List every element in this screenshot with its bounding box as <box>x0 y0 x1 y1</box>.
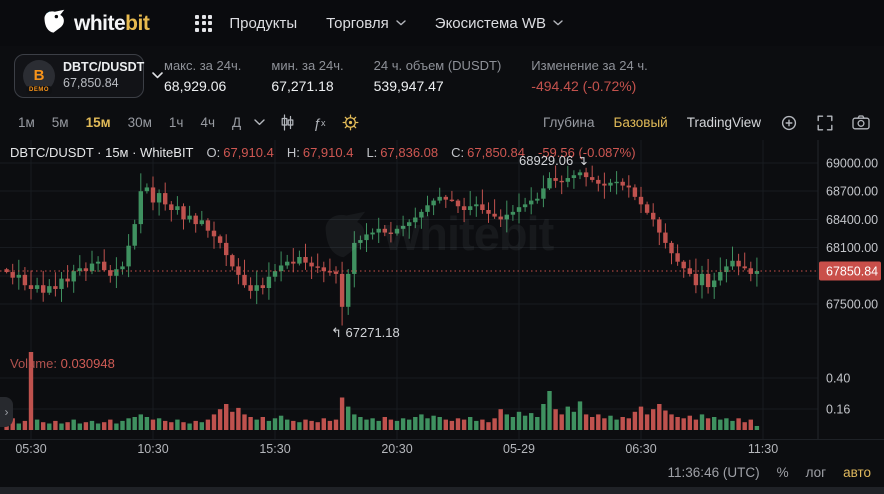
stat-label: мин. за 24ч. <box>271 57 344 73</box>
timeframe-switcher: 1м 5м 15м 30м 1ч 4ч Д <box>14 113 265 132</box>
chevron-down-icon <box>396 20 406 26</box>
chart-settings-gear-icon[interactable] <box>342 114 359 131</box>
high-price-annotation: 68929.06 ↴ <box>519 153 588 168</box>
timeframe-5m[interactable]: 5м <box>51 115 69 130</box>
fullscreen-expand-icon[interactable] <box>817 115 833 131</box>
chart-mode-switcher: Глубина Базовый TradingView <box>543 114 870 132</box>
svg-text:69000.00: 69000.00 <box>826 157 878 171</box>
stat-24h-change: Изменение за 24 ч. -494.42 (-0.72%) <box>531 58 647 94</box>
timeframe-30m[interactable]: 30м <box>127 115 152 130</box>
time-axis-label: 05-29 <box>503 442 535 456</box>
mode-basic[interactable]: Базовый <box>613 115 668 130</box>
legend-title: DBTC/DUSDT · 15м · WhiteBIT <box>10 145 194 160</box>
screenshot-camera-icon[interactable] <box>852 115 870 130</box>
auto-scale-button[interactable]: авто <box>843 464 871 480</box>
expand-panel-chevron-button[interactable]: › <box>0 397 13 427</box>
chevron-right-icon: › <box>4 405 9 419</box>
pair-price: 67,850.84 <box>63 75 119 90</box>
pair-info: DBTC/DUSDT 67,850.84 <box>63 60 144 91</box>
menu-products[interactable]: Продукты <box>229 15 297 32</box>
time-axis-label: 05:30 <box>15 442 47 456</box>
stat-24h-low: мин. за 24ч. 67,271.18 <box>271 58 343 94</box>
menu-ecosystem-label: Экосистема WB <box>434 14 547 32</box>
stat-label: Изменение за 24 ч. <box>531 57 648 73</box>
ohlc-legend: DBTC/DUSDT · 15м · WhiteBIT O: 67,910.4 H… <box>10 145 636 160</box>
time-axis-label: 11:30 <box>747 442 779 456</box>
time-axis-label: 20:30 <box>381 442 413 456</box>
timeframe-1m[interactable]: 1м <box>18 115 35 130</box>
time-axis-label: 06:30 <box>625 442 657 456</box>
arrow-down-right-icon: ↴ <box>576 153 588 168</box>
stat-label: 24 ч. объем (DUSDT) <box>373 57 502 73</box>
low-price-annotation: ↰ 67271.18 <box>331 325 400 340</box>
menu-products-label: Продукты <box>229 14 298 32</box>
legend-high: H: 67,910.4 <box>286 145 354 160</box>
alert-circle-plus-icon[interactable] <box>780 114 798 132</box>
time-axis-label: 15:30 <box>259 442 291 456</box>
timeframe-15m[interactable]: 15м <box>85 115 111 130</box>
menu-trade-label: Торговля <box>326 14 389 32</box>
mode-depth[interactable]: Глубина <box>542 115 595 130</box>
stat-value: 68,929.06 <box>164 77 227 94</box>
legend-close: C: 67,850.84 <box>451 145 525 160</box>
stats-list: макс. за 24ч. 68,929.06 мин. за 24ч. 67,… <box>164 58 648 94</box>
mode-tradingview[interactable]: TradingView <box>686 115 761 130</box>
whitebit-logo[interactable]: whitebit <box>40 8 150 39</box>
legend-open: O: 67,910.4 <box>206 145 274 160</box>
legend-change: -59.56 (-0.087%) <box>537 145 636 160</box>
menu-trade[interactable]: Торговля <box>326 15 406 32</box>
time-axis-label: 10:30 <box>137 442 169 456</box>
main-menu: Продукты Торговля Экосистема WB <box>229 15 563 32</box>
chart-area: whitebit 69000.00 68700.00 68400.00 68100.0… <box>0 140 884 439</box>
legend-low: L: 67,836.08 <box>366 145 439 160</box>
pair-symbol: DBTC/DUSDT <box>63 59 145 74</box>
clock-utc: 11:36:46 (UTC) <box>667 464 760 480</box>
timeframe-more-chevron-icon[interactable] <box>254 119 265 126</box>
arrow-up-left-icon: ↰ <box>331 325 342 340</box>
chart-style-candles-icon[interactable] <box>279 114 296 131</box>
stat-value: 67,271.18 <box>271 77 334 94</box>
chart-bottom-bar: 11:36:46 (UTC) % лог авто <box>0 457 884 487</box>
log-scale-button[interactable]: лог <box>805 464 827 480</box>
stat-label: макс. за 24ч. <box>164 57 242 73</box>
chevron-down-icon <box>152 72 164 79</box>
svg-text:68700.00: 68700.00 <box>826 185 878 199</box>
apps-grid-icon[interactable] <box>195 14 213 32</box>
svg-text:0.16: 0.16 <box>826 403 850 417</box>
timeframe-4h[interactable]: 4ч <box>200 115 216 130</box>
stat-value: 539,947.47 <box>373 77 444 94</box>
chevron-down-icon <box>553 20 563 26</box>
coin-icon: B DEMO <box>23 59 55 94</box>
bottom-strip <box>0 487 884 494</box>
stat-24h-volume: 24 ч. объем (DUSDT) 539,947.47 <box>374 58 502 94</box>
market-stats-bar: B DEMO DBTC/DUSDT 67,850.84 макс. за 24ч… <box>0 46 884 105</box>
svg-text:0.40: 0.40 <box>826 372 850 386</box>
last-price-tag: 67850.84 <box>826 265 878 279</box>
pair-selector[interactable]: B DEMO DBTC/DUSDT 67,850.84 <box>14 53 164 98</box>
time-axis[interactable]: 05:30 10:30 15:30 20:30 05-29 06:30 11:30 <box>0 439 884 457</box>
whitebit-bird-icon <box>40 8 67 39</box>
svg-text:67500.00: 67500.00 <box>826 298 878 312</box>
menu-ecosystem[interactable]: Экосистема WB <box>435 15 563 32</box>
bitcoin-glyph: B <box>33 67 45 84</box>
whitebit-wordmark: whitebit <box>74 11 150 35</box>
timeframe-1h[interactable]: 1ч <box>168 115 184 130</box>
stat-24h-high: макс. за 24ч. 68,929.06 <box>164 58 241 94</box>
candlestick-chart[interactable]: 69000.00 68700.00 68400.00 68100.00 67500.00… <box>0 140 884 439</box>
timeframe-1d[interactable]: Д <box>232 115 242 130</box>
percent-scale-button[interactable]: % <box>776 464 789 480</box>
svg-text:68400.00: 68400.00 <box>826 213 878 227</box>
stat-value-negative: -494.42 (-0.72%) <box>531 77 637 94</box>
demo-badge: DEMO <box>26 85 52 94</box>
top-navbar: whitebit Продукты Торговля Экосистема WB <box>0 0 884 46</box>
volume-indicator-label: Volume: 0.030948 <box>10 356 115 371</box>
svg-text:68100.00: 68100.00 <box>826 241 878 255</box>
